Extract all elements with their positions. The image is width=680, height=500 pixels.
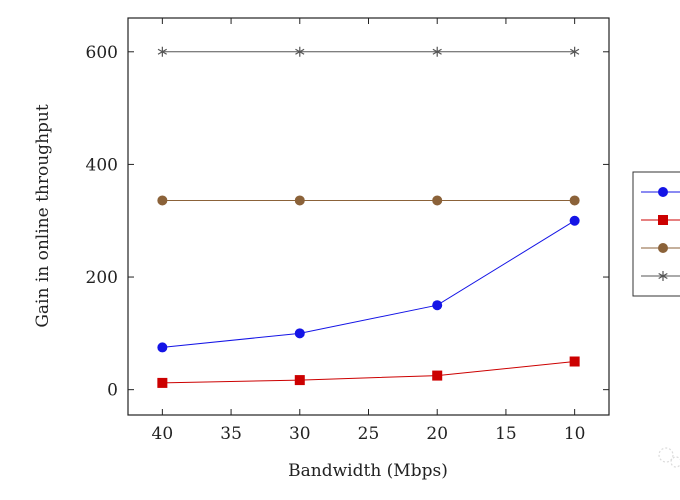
x-axis-label: Bandwidth (Mbps) [288,461,448,481]
x-tick-label: 35 [220,424,242,444]
legend-entry-2 [641,215,680,225]
legend-marker [658,215,668,225]
x-tick-label: 20 [426,424,448,444]
legend [632,171,680,297]
series-4-point [570,46,580,57]
watermark-icon [658,447,680,468]
series-1-point [157,342,168,353]
x-tick-label: 15 [495,424,517,444]
series-4-point [157,46,167,57]
series-4 [157,46,580,57]
legend-entry-3 [641,243,680,253]
series-3-point [294,195,305,206]
x-tick-label: 40 [152,424,174,444]
legend-marker [658,187,668,197]
x-tick-label: 25 [358,424,380,444]
series-layer [157,46,580,388]
series-2-point [294,375,305,386]
series-3-point [432,195,443,206]
series-3-point [569,195,580,206]
series-1-point [569,215,580,226]
series-2-point [157,377,168,388]
x-tick-label: 10 [564,424,586,444]
series-1-point [432,300,443,311]
series-3 [157,195,580,206]
series-3-point [157,195,168,206]
legend-marker [658,271,668,281]
series-1-point [294,328,305,339]
series-4-point [432,46,442,57]
y-axis-label: Gain in online throughput [33,104,53,328]
y-tick-label: 200 [86,268,118,288]
legend-marker [658,243,668,253]
series-1-line [162,220,575,348]
axis-ticks: 40 35 30 25 20 15 10 0 200 400 600 [86,18,609,444]
y-tick-label: 0 [107,381,118,401]
y-tick-label: 600 [86,43,118,63]
plot-frame [127,17,610,416]
series-2-point [432,370,443,381]
series-2-point [569,356,580,367]
legend-entry-1 [641,187,680,197]
series-4-point [295,46,305,57]
series-2-line [162,361,575,384]
legend-entry-4 [641,271,680,281]
x-tick-label: 30 [289,424,311,444]
series-1 [157,215,580,353]
legend-box [632,171,680,297]
series-2 [157,356,580,388]
y-tick-label: 400 [86,155,118,175]
